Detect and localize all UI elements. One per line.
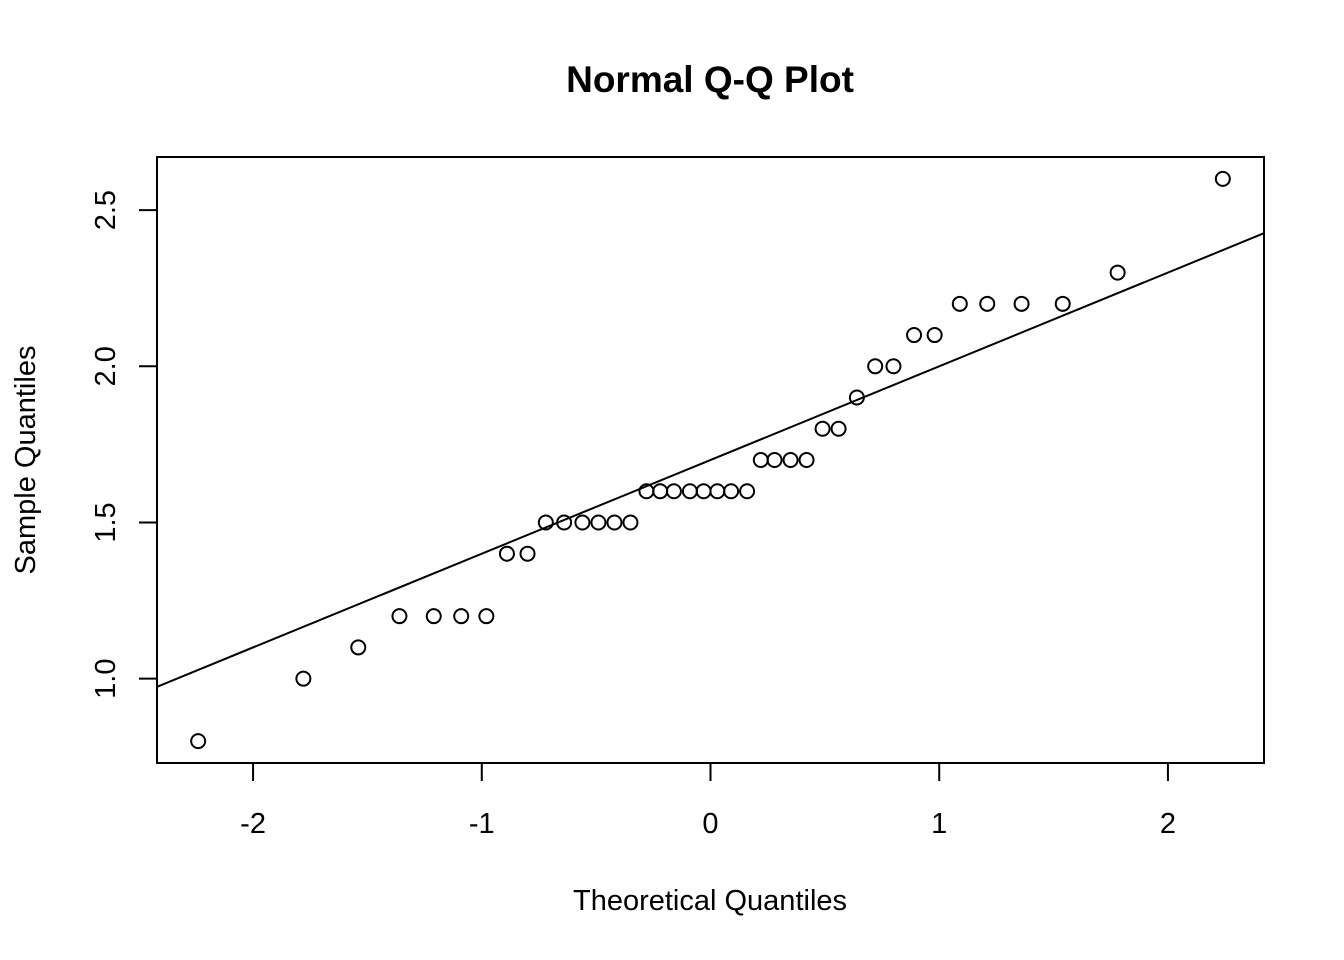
- data-point: [519, 545, 536, 562]
- data-point: [798, 452, 815, 468]
- data-point: [848, 389, 865, 406]
- data-point: [951, 295, 968, 312]
- data-point: [723, 483, 740, 500]
- data-point: [695, 483, 712, 500]
- x-axis: -2 -1 0 1 2: [240, 762, 1176, 840]
- data-point: [979, 295, 996, 312]
- x-tick-label: 1: [931, 808, 947, 840]
- data-point: [606, 514, 623, 531]
- data-point: [709, 483, 726, 500]
- data-point: [652, 483, 669, 500]
- data-point: [752, 452, 769, 468]
- data-point: [453, 608, 470, 625]
- data-point: [190, 733, 207, 750]
- data-point: [590, 514, 607, 531]
- data-point: [766, 452, 783, 468]
- data-point: [926, 327, 943, 344]
- data-point: [681, 483, 698, 500]
- data-point: [830, 420, 847, 437]
- data-point: [1013, 295, 1030, 312]
- data-point: [906, 327, 923, 344]
- data-point: [739, 483, 756, 500]
- x-tick-label: -2: [240, 808, 266, 840]
- y-tick-label: 2.5: [90, 190, 122, 230]
- data-point: [1214, 170, 1231, 187]
- data-point: [867, 358, 884, 375]
- reference-line: [157, 232, 1264, 688]
- data-point: [350, 639, 367, 656]
- y-axis: 1.0 1.5 2.0 2.5: [90, 190, 158, 699]
- data-point: [391, 608, 408, 625]
- data-point: [498, 545, 515, 562]
- data-point: [556, 514, 573, 531]
- x-axis-label: Theoretical Quantiles: [573, 885, 847, 917]
- y-axis-label: Sample Quantiles: [10, 346, 42, 575]
- y-tick-label: 1.0: [90, 658, 122, 698]
- y-tick-label: 2.0: [90, 346, 122, 386]
- data-point: [622, 514, 639, 531]
- x-tick-label: 0: [702, 808, 718, 840]
- points-layer: [190, 170, 1231, 750]
- x-tick-label: -1: [469, 808, 495, 840]
- data-point: [665, 483, 682, 500]
- data-point: [885, 358, 902, 375]
- data-point: [425, 608, 442, 625]
- data-point: [782, 452, 799, 468]
- data-point: [1109, 264, 1126, 281]
- data-point: [1054, 295, 1071, 312]
- chart-title: Normal Q-Q Plot: [566, 59, 854, 100]
- x-tick-label: 2: [1160, 808, 1176, 840]
- data-point: [478, 608, 495, 625]
- data-point: [814, 420, 831, 437]
- y-tick-label: 1.5: [90, 502, 122, 542]
- data-point: [295, 670, 312, 687]
- data-point: [574, 514, 591, 531]
- data-point: [537, 514, 554, 531]
